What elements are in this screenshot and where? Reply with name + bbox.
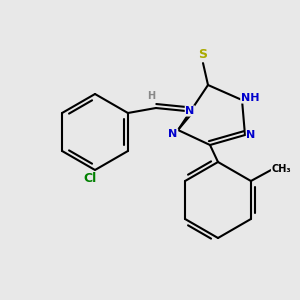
Text: S: S — [199, 49, 208, 62]
Text: H: H — [147, 91, 155, 101]
Text: CH₃: CH₃ — [271, 164, 291, 174]
Text: N: N — [168, 129, 178, 139]
Text: N: N — [185, 106, 194, 116]
Text: N: N — [246, 130, 256, 140]
Text: NH: NH — [241, 93, 259, 103]
Text: Cl: Cl — [83, 172, 97, 184]
